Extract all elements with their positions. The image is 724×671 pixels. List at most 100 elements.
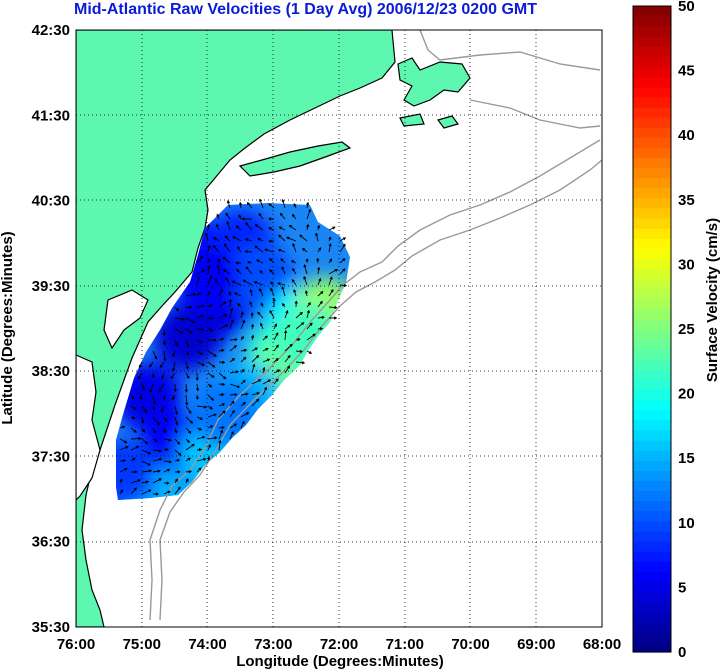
velocity-arrow (254, 224, 264, 231)
velocity-arrow (163, 416, 168, 423)
velocity-arrow (240, 412, 250, 418)
colorbar-band (633, 581, 671, 593)
velocity-arrow (185, 350, 189, 356)
velocity-arrow (228, 290, 232, 297)
x-tick-label: 70:00 (451, 636, 489, 653)
colorbar-tick-label: 10 (678, 515, 695, 532)
velocity-arrow (119, 446, 129, 451)
velocity-arrow (225, 276, 231, 286)
velocity-arrow (251, 391, 261, 396)
velocity-arrow (295, 349, 304, 354)
velocity-arrow (196, 328, 205, 332)
colorbar-band (633, 127, 671, 138)
velocity-arrow (130, 487, 137, 495)
velocity-arrow (172, 350, 176, 358)
marthas-vineyard (399, 113, 425, 127)
velocity-arrow (231, 280, 242, 286)
velocity-arrow (306, 333, 316, 341)
colorbar-tick-label: 30 (678, 256, 695, 273)
velocity-arrow (304, 290, 308, 297)
velocity-arrow (245, 266, 253, 275)
velocity-arrow (317, 315, 325, 319)
velocity-arrow (276, 282, 286, 286)
colorbar-band (633, 409, 671, 421)
velocity-arrow (306, 223, 310, 231)
velocity-arrow (292, 267, 297, 275)
colorbar-band (633, 157, 671, 169)
velocity-arrow (288, 224, 297, 231)
velocity-arrow (174, 416, 179, 426)
velocity-arrow (222, 256, 231, 264)
y-tick-label: 39:30 (32, 278, 70, 295)
colorbar-band (633, 530, 671, 542)
velocity-arrow (151, 372, 155, 379)
velocity-arrow (286, 236, 297, 242)
velocity-arrow (207, 244, 211, 253)
velocity-arrow (273, 323, 277, 330)
velocity-arrow (141, 489, 152, 495)
velocity-arrow (251, 347, 259, 352)
velocity-arrow (240, 356, 247, 363)
velocity-arrow (244, 249, 253, 254)
velocity-arrow (207, 304, 213, 308)
colorbar-band (633, 217, 671, 229)
velocity-arrow (295, 337, 301, 342)
colorbar-band (633, 470, 671, 482)
velocity-arrow (174, 405, 179, 416)
velocity-arrow (240, 401, 246, 407)
y-tick-label: 42:30 (32, 22, 70, 39)
colorbar-tick-labels: 0 5 10 15 20 25 30 35 40 45 50 (678, 0, 695, 661)
velocity-arrow (328, 268, 339, 275)
velocity-arrow (207, 425, 214, 429)
velocity-arrow (196, 276, 200, 286)
x-tick-label: 69:00 (517, 636, 555, 653)
colorbar-band (633, 86, 671, 98)
velocity-arrow (293, 203, 297, 209)
velocity-arrow (215, 223, 220, 231)
colorbar-tick-label: 15 (678, 450, 695, 467)
velocity-arrow (130, 457, 136, 462)
colorbar-band (633, 329, 671, 340)
y-tick-labels: 35:30 36:30 37:30 38:30 39:30 40:30 41:30 42:30 (32, 22, 70, 636)
colorbar-band (633, 419, 671, 431)
colorbar-tick-label: 20 (678, 386, 695, 403)
velocity-arrow (299, 234, 308, 242)
colorbar-band (633, 621, 671, 633)
colorbar-band (633, 339, 671, 350)
velocity-arrow (240, 379, 246, 385)
velocity-arrow (159, 361, 165, 369)
velocity-arrow (262, 347, 269, 352)
velocity-arrow (268, 227, 275, 231)
velocity-arrow (218, 382, 226, 386)
velocity-arrow (119, 438, 128, 444)
colorbar-band (633, 440, 671, 451)
velocity-arrow (262, 379, 272, 385)
colorbar-band (633, 6, 671, 17)
velocity-vectors (119, 198, 348, 496)
velocity-arrow (196, 427, 203, 431)
velocity-arrow (137, 372, 143, 380)
velocity-arrow (241, 217, 253, 221)
velocity-arrow (185, 372, 190, 380)
colorbar-band (633, 26, 671, 37)
velocity-arrow (306, 309, 310, 319)
colorbar-band (633, 268, 671, 280)
velocity-arrow (269, 269, 275, 275)
x-tick-label: 71:00 (386, 636, 424, 653)
velocity-arrow (281, 302, 286, 308)
velocity-arrow (218, 403, 226, 407)
velocity-arrow (185, 457, 191, 462)
velocity-cell (116, 439, 157, 500)
colorbar-band (633, 197, 671, 209)
velocity-arrow (217, 257, 221, 264)
velocity-arrow (119, 478, 123, 484)
velocity-arrow (196, 269, 206, 275)
velocity-arrow (264, 248, 275, 253)
velocity-arrow (130, 416, 136, 420)
velocity-arrow (130, 479, 142, 484)
velocity-arrow (328, 226, 336, 231)
colorbar-band (633, 66, 671, 78)
velocity-arrow (196, 291, 202, 297)
velocity-arrow (329, 316, 338, 320)
colorbar-band (633, 36, 671, 47)
